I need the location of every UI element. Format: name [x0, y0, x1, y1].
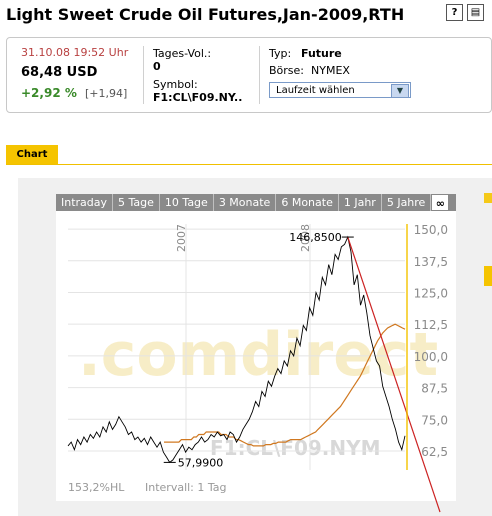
side-accent [484, 266, 492, 286]
range-5-tage[interactable]: 5 Tage [113, 194, 160, 211]
range-6-monate[interactable]: 6 Monate [276, 194, 339, 211]
tab-chart[interactable]: Chart [6, 145, 58, 164]
range-10-tage[interactable]: 10 Tage [160, 194, 214, 211]
exchange-label: Börse: [269, 64, 305, 77]
question-icon[interactable]: ? [446, 4, 463, 21]
side-accent [484, 193, 492, 203]
symbol-value: F1:CL\F09.NY.. [153, 91, 243, 104]
type-value: Future [301, 47, 342, 60]
range-selector: Intraday 5 Tage 10 Tage 3 Monate 6 Monat… [56, 194, 456, 211]
quote-box: 31.10.08 19:52 Uhr 68,48 USD +2,92 % [+1… [6, 37, 492, 113]
tab-underline [6, 164, 492, 165]
range-1-jahr[interactable]: 1 Jahr [339, 194, 382, 211]
runtime-select-label: Laufzeit wählen [276, 85, 355, 96]
divider [143, 46, 144, 104]
chart-type-icon[interactable]: ∞ [431, 194, 450, 211]
quote-change-abs: [+1,94] [85, 87, 128, 100]
header-tools: ? ▤ [446, 4, 484, 21]
chevron-down-icon[interactable]: ▼ [391, 84, 409, 98]
type-label: Typ: [269, 47, 292, 60]
print-icon[interactable]: ▤ [467, 4, 484, 21]
plot-area [56, 211, 456, 501]
quote-price: 68,48 USD [21, 65, 98, 80]
runtime-select[interactable]: Laufzeit wählen ▼ [269, 82, 411, 98]
symbol-label: Symbol: [153, 78, 198, 91]
volume-label: Tages-Vol.: [153, 47, 212, 60]
range-3-monate[interactable]: 3 Monate [214, 194, 277, 211]
range-intraday[interactable]: Intraday [56, 194, 114, 211]
page-title: Light Sweet Crude Oil Futures,Jan-2009,R… [6, 5, 405, 24]
exchange-value: NYMEX [311, 64, 350, 77]
quote-change-pct: +2,92 % [21, 86, 77, 100]
divider [259, 46, 260, 104]
range-5-jahre[interactable]: 5 Jahre [382, 194, 432, 211]
volume-value: 0 [153, 60, 161, 73]
quote-datetime: 31.10.08 19:52 Uhr [21, 46, 129, 59]
